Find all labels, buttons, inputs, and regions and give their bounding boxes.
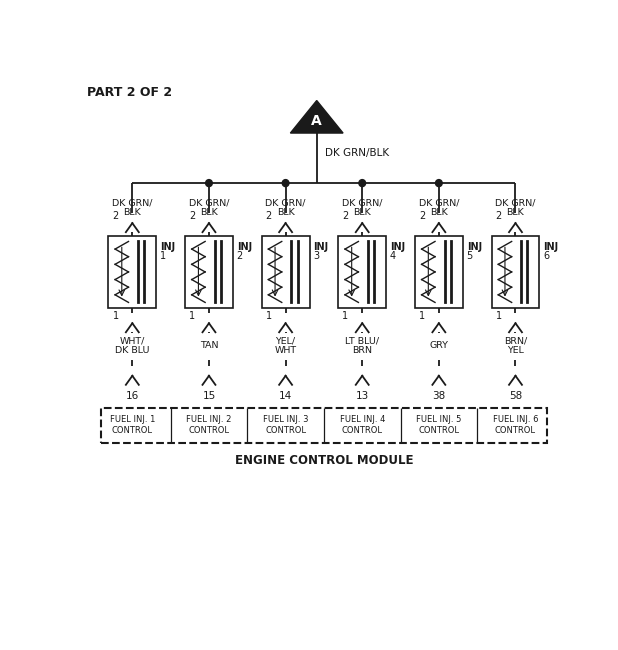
Text: DK GRN/BLK: DK GRN/BLK [325, 148, 389, 158]
Text: PART 2 OF 2: PART 2 OF 2 [87, 86, 172, 99]
Text: 58: 58 [509, 391, 522, 401]
Text: 16: 16 [125, 391, 139, 401]
Text: 2: 2 [266, 211, 272, 220]
Circle shape [436, 179, 442, 187]
Bar [101, 408, 547, 443]
Text: 1: 1 [419, 311, 425, 320]
Text: 2: 2 [112, 211, 119, 220]
Text: FUEL INJ. 2: FUEL INJ. 2 [186, 415, 232, 424]
Circle shape [359, 179, 366, 187]
Text: 38: 38 [432, 391, 446, 401]
Text: 1: 1 [189, 311, 195, 320]
Text: FUEL INJ. 3: FUEL INJ. 3 [263, 415, 308, 424]
Text: 13: 13 [355, 391, 369, 401]
Text: DK GRN/
BLK: DK GRN/ BLK [112, 199, 153, 218]
Bar [185, 236, 233, 308]
Circle shape [282, 179, 289, 187]
Bar [108, 236, 156, 308]
Text: CONTROL: CONTROL [112, 426, 153, 436]
Text: 14: 14 [279, 391, 292, 401]
Text: CONTROL: CONTROL [342, 426, 383, 436]
Text: DK GRN/
BLK: DK GRN/ BLK [418, 199, 459, 218]
Text: 1: 1 [266, 311, 272, 320]
Text: 1: 1 [112, 311, 119, 320]
Text: 2: 2 [189, 211, 195, 220]
Text: YEL/
WHT: YEL/ WHT [274, 337, 297, 355]
Text: INJ: INJ [237, 242, 252, 252]
Text: 2: 2 [496, 211, 502, 220]
Text: WHT/
DK BLU: WHT/ DK BLU [115, 337, 150, 355]
Polygon shape [290, 101, 343, 133]
Text: DK GRN/
BLK: DK GRN/ BLK [265, 199, 306, 218]
Text: 1: 1 [496, 311, 502, 320]
Text: 1: 1 [342, 311, 349, 320]
Text: 2: 2 [419, 211, 425, 220]
Text: CONTROL: CONTROL [188, 426, 229, 436]
Text: INJ: INJ [390, 242, 405, 252]
Text: CONTROL: CONTROL [495, 426, 536, 436]
Bar [415, 236, 463, 308]
Text: GRY: GRY [430, 341, 448, 350]
Text: BRN/
YEL: BRN/ YEL [504, 337, 527, 355]
Text: FUEL INJ. 1: FUEL INJ. 1 [109, 415, 155, 424]
Text: 4: 4 [390, 251, 396, 261]
Text: 15: 15 [202, 391, 216, 401]
Text: FUEL INJ. 6: FUEL INJ. 6 [493, 415, 538, 424]
Text: INJ: INJ [543, 242, 559, 252]
Text: 2: 2 [237, 251, 243, 261]
Bar [261, 236, 310, 308]
Text: DK GRN/
BLK: DK GRN/ BLK [342, 199, 383, 218]
Text: CONTROL: CONTROL [418, 426, 459, 436]
Text: INJ: INJ [467, 242, 482, 252]
Text: 6: 6 [543, 251, 549, 261]
Text: LT BLU/
BRN: LT BLU/ BRN [345, 337, 379, 355]
Text: CONTROL: CONTROL [265, 426, 306, 436]
Text: TAN: TAN [200, 341, 218, 350]
Text: ENGINE CONTROL MODULE: ENGINE CONTROL MODULE [235, 454, 413, 467]
Bar [338, 236, 386, 308]
Text: DK GRN/
BLK: DK GRN/ BLK [495, 199, 536, 218]
Text: FUEL INJ. 5: FUEL INJ. 5 [416, 415, 462, 424]
Text: 1: 1 [160, 251, 166, 261]
Text: FUEL INJ. 4: FUEL INJ. 4 [339, 415, 385, 424]
Circle shape [206, 179, 213, 187]
Text: 2: 2 [342, 211, 349, 220]
Text: INJ: INJ [160, 242, 176, 252]
Text: INJ: INJ [313, 242, 329, 252]
Text: A: A [311, 114, 322, 128]
Bar [491, 236, 540, 308]
Text: DK GRN/
BLK: DK GRN/ BLK [188, 199, 229, 218]
Text: 3: 3 [313, 251, 320, 261]
Text: 5: 5 [467, 251, 473, 261]
